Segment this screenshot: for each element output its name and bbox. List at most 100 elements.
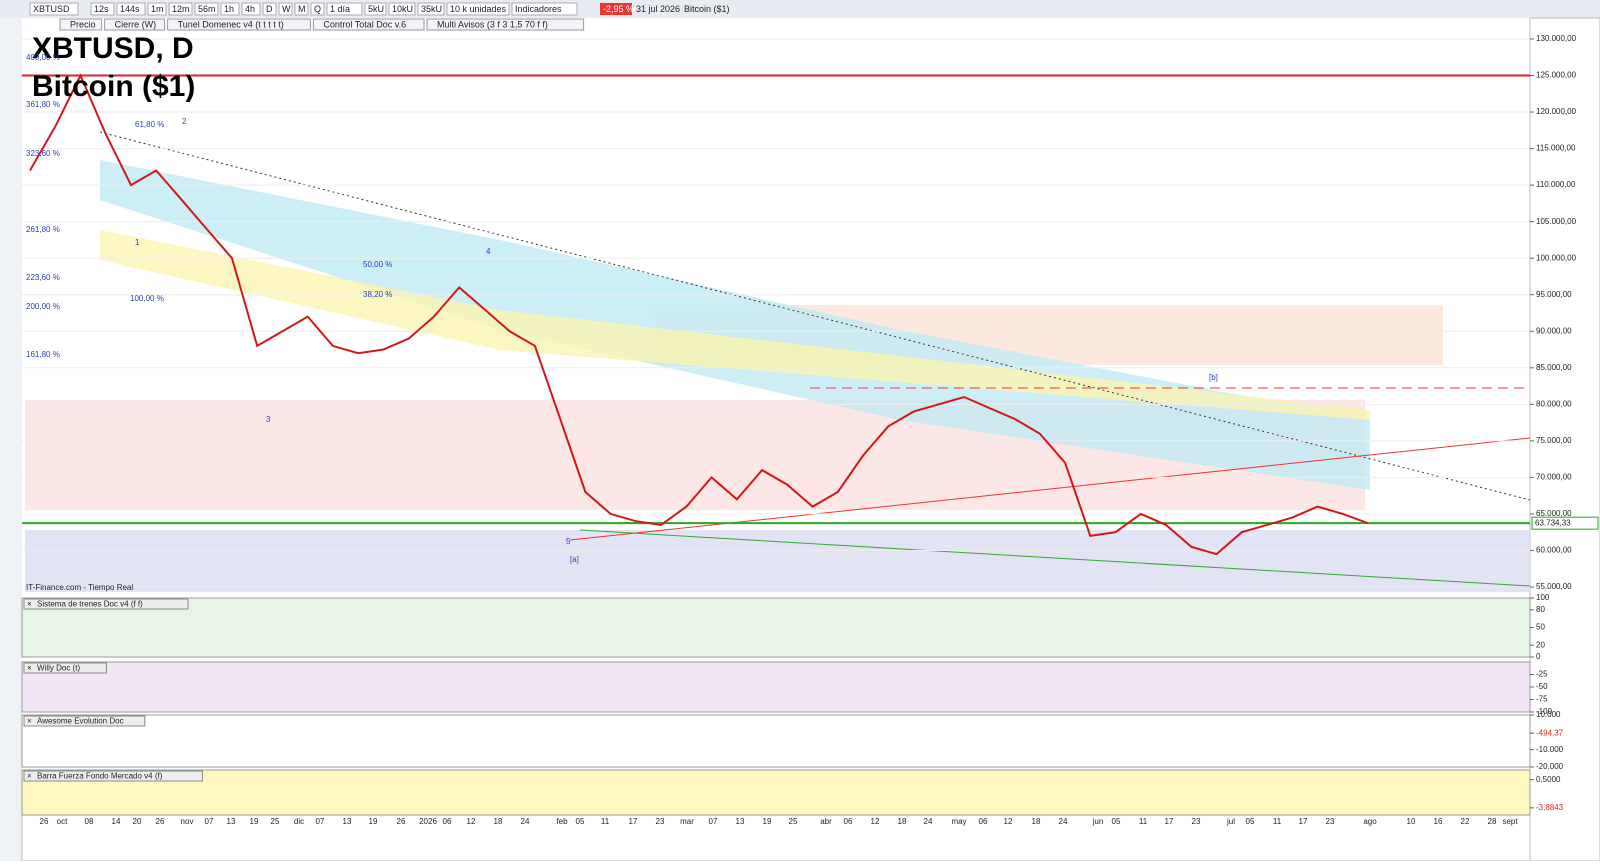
interval-button[interactable]: [294, 2, 309, 16]
panel-close[interactable]: ×: [27, 772, 32, 781]
x-tick-label: 26: [397, 817, 406, 826]
x-tick-label: 13: [227, 817, 236, 826]
y-tick-label: -75: [1536, 695, 1548, 704]
time-axis: [21, 811, 1531, 862]
x-tick-label: 06: [979, 817, 988, 826]
period-select-label[interactable]: 1 día: [330, 4, 350, 14]
x-tick-label: oct: [57, 817, 68, 826]
units-button[interactable]: [388, 2, 416, 16]
x-tick-label: 11: [601, 817, 610, 826]
interval-button-label[interactable]: W: [282, 4, 291, 14]
x-tick-label: 06: [443, 817, 452, 826]
units-select-label[interactable]: 10 k unidades: [450, 4, 507, 14]
panel: [21, 714, 1531, 768]
units-button[interactable]: [364, 2, 387, 16]
units-button-label[interactable]: 5kU: [368, 4, 384, 14]
y-tick-label: 65.000,00: [1536, 509, 1572, 518]
indicators-button-label[interactable]: Indicadores: [515, 4, 562, 14]
units-button-label[interactable]: 35kU: [421, 4, 442, 14]
band: [100, 230, 1370, 420]
y-tick-label: 85.000,00: [1536, 363, 1572, 372]
interval-button[interactable]: [168, 2, 193, 16]
units-button-label[interactable]: 10kU: [392, 4, 413, 14]
last-value-label: -3,8843: [1536, 803, 1564, 812]
x-tick-label: 25: [789, 817, 798, 826]
x-tick-label: 23: [656, 817, 665, 826]
x-tick-label: 05: [1112, 817, 1121, 826]
x-tick-label: nov: [181, 817, 194, 826]
interval-button[interactable]: [147, 2, 167, 16]
zone: [25, 530, 1530, 592]
y-tick-label: -50: [1536, 682, 1548, 691]
x-tick-label: 24: [924, 817, 933, 826]
y-tick-label: 100.000,00: [1536, 253, 1577, 262]
legend-label[interactable]: Multi Avisos (3 f 3 1,5 70 f f): [437, 19, 548, 29]
interval-button-label[interactable]: 1h: [224, 4, 234, 14]
x-tick-label: 07: [205, 817, 214, 826]
interval-button-label[interactable]: 12m: [172, 4, 190, 14]
interval-button-label[interactable]: Q: [314, 4, 321, 14]
trend-line: [99, 131, 1531, 501]
panel: [21, 769, 1531, 816]
interval-button[interactable]: [278, 2, 293, 16]
interval-button-label[interactable]: 4h: [245, 4, 255, 14]
interval-button-label[interactable]: 144s: [120, 4, 140, 14]
y-tick-label: 70.000,00: [1536, 473, 1572, 482]
y-tick-label: 100: [1536, 593, 1550, 602]
panel-close[interactable]: ×: [27, 664, 32, 673]
symbol-select[interactable]: [29, 2, 79, 16]
panel-close[interactable]: ×: [27, 717, 32, 726]
x-tick-label: 07: [316, 817, 325, 826]
legend-item[interactable]: [59, 18, 103, 31]
legend-item[interactable]: [104, 18, 166, 31]
change-badge: [600, 3, 632, 15]
interval-button[interactable]: [194, 2, 219, 16]
toolbar: [0, 0, 1600, 18]
panel: [21, 661, 1531, 713]
x-tick-label: 14: [112, 817, 121, 826]
x-tick-label: 22: [1461, 817, 1470, 826]
interval-button-label[interactable]: D: [266, 4, 273, 14]
x-tick-label: 19: [369, 817, 378, 826]
interval-button[interactable]: [116, 2, 146, 16]
panel-title: Awesome Evolution Doc: [37, 717, 124, 726]
units-select[interactable]: [446, 2, 510, 16]
interval-button[interactable]: [220, 2, 240, 16]
x-tick-label: 12: [871, 817, 880, 826]
annotation: 100,00 %: [130, 294, 164, 303]
annotation: 5: [566, 537, 571, 546]
legend-item[interactable]: [426, 18, 585, 31]
interval-button[interactable]: [90, 2, 115, 16]
legend-label[interactable]: Precio: [70, 19, 96, 29]
legend-item[interactable]: [167, 18, 311, 31]
interval-button-label[interactable]: M: [298, 4, 306, 14]
interval-button-label[interactable]: 12s: [94, 4, 109, 14]
panel: [21, 597, 1531, 658]
period-select[interactable]: [326, 2, 363, 16]
y-tick-label: 0,5000: [1536, 775, 1561, 784]
legend-label[interactable]: Control Total Doc v.6: [323, 19, 406, 29]
symbol-select-label[interactable]: XBTUSD: [33, 4, 70, 14]
indicators-button[interactable]: [511, 2, 578, 16]
units-button[interactable]: [417, 2, 445, 16]
annotation: [b]: [1209, 373, 1218, 382]
y-tick-label: 55.000,00: [1536, 582, 1572, 591]
chart-subtitle: Bitcoin ($1): [32, 70, 195, 103]
interval-button[interactable]: [310, 2, 325, 16]
x-tick-label: 20: [133, 817, 142, 826]
x-tick-label: 05: [1246, 817, 1255, 826]
legend-item[interactable]: [312, 18, 425, 31]
panel-close[interactable]: ×: [27, 600, 32, 609]
interval-button-label[interactable]: 1m: [151, 4, 164, 14]
interval-button[interactable]: [241, 2, 261, 16]
legend-label[interactable]: Tunel Domenec v4 (t t t t t): [178, 19, 284, 29]
panel-title-box: [23, 715, 146, 727]
interval-button[interactable]: [262, 2, 277, 16]
x-tick-label: 08: [85, 817, 94, 826]
legend-label[interactable]: Cierre (W): [115, 19, 157, 29]
price-axis: [1529, 17, 1600, 862]
interval-button-label[interactable]: 56m: [198, 4, 216, 14]
y-tick-label: 20: [1536, 640, 1545, 649]
x-tick-label: 13: [343, 817, 352, 826]
